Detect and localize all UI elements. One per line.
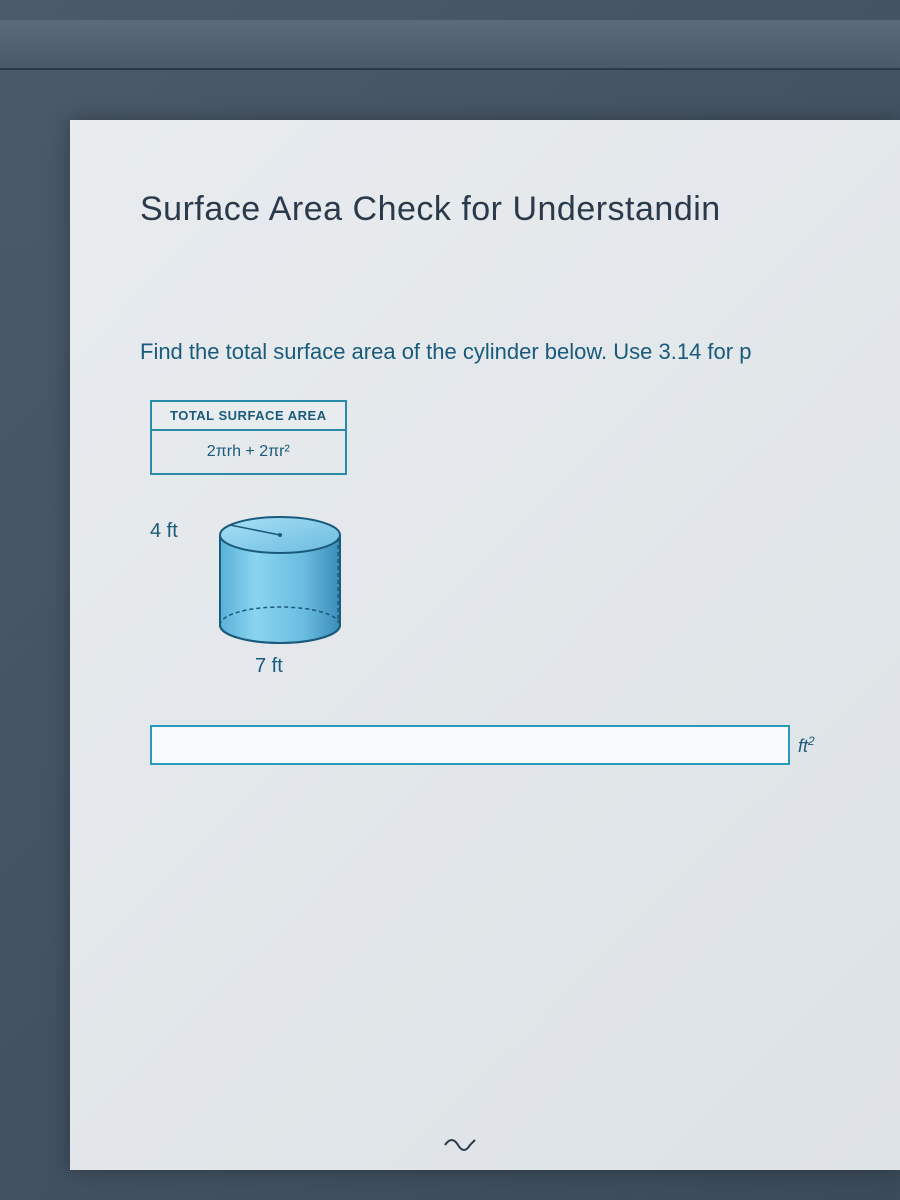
cylinder-svg — [200, 510, 360, 660]
answer-input[interactable] — [150, 725, 790, 765]
unit-exp: 2 — [808, 734, 815, 748]
radius-label: 4 ft — [150, 520, 178, 543]
toolbar-edge — [0, 20, 900, 70]
unit-label: ft2 — [798, 734, 815, 757]
formula-header: TOTAL SURFACE AREA — [152, 402, 345, 431]
content-panel: Surface Area Check for Understandin Find… — [70, 120, 900, 1170]
scribble-icon — [440, 1130, 480, 1160]
unit-text: ft — [798, 736, 808, 756]
answer-row: ft2 — [150, 725, 850, 765]
height-label: 7 ft — [255, 655, 283, 678]
formula-box: TOTAL SURFACE AREA 2πrh + 2πr² — [150, 400, 347, 475]
page-title: Surface Area Check for Understandin — [140, 190, 850, 229]
formula-body: 2πrh + 2πr² — [152, 431, 345, 473]
cylinder-diagram: 4 ft — [150, 510, 400, 690]
question-text: Find the total surface area of the cylin… — [140, 339, 850, 365]
